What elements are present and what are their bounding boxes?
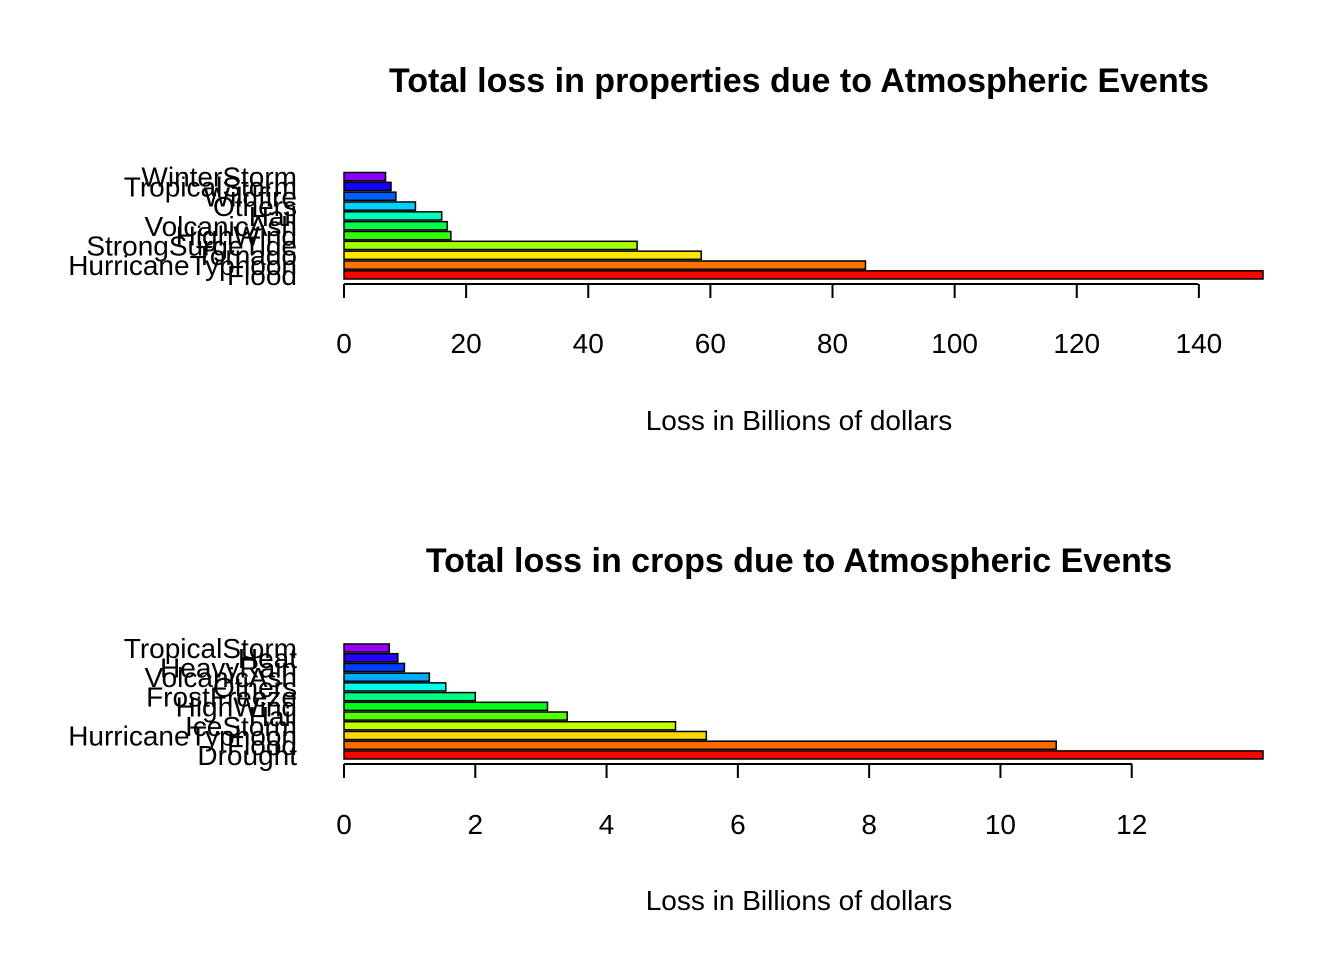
- category-label: TropicalStorm: [124, 171, 297, 202]
- category-label: IceStorm: [185, 711, 297, 742]
- category-label: Tornado: [196, 240, 297, 271]
- category-label: Heat: [238, 643, 297, 674]
- bar-volcanicash: [343, 220, 448, 231]
- category-label: StrongSurgeTide: [86, 230, 297, 261]
- bar-flood: [343, 740, 1057, 751]
- category-label: HurricaneTyphoon: [68, 250, 297, 281]
- bar-heavyrain: [343, 662, 406, 673]
- x-tick-label: 2: [468, 809, 484, 840]
- bar-hail: [343, 711, 568, 721]
- bar-tornado: [343, 250, 702, 261]
- category-label: Others: [213, 672, 297, 703]
- bar-heat: [343, 652, 399, 663]
- x-tick-label: 6: [730, 809, 746, 840]
- x-tick-label: 40: [573, 328, 604, 359]
- category-labels: FloodHurricaneTyphoonTornadoStrongSurgeT…: [68, 162, 297, 291]
- category-label: Drought: [197, 740, 297, 771]
- category-label: Hail: [249, 201, 297, 232]
- category-label: Flood: [227, 730, 297, 761]
- x-axis: 0 2 4 6 8 10 12: [336, 763, 1147, 840]
- x-tick-label: 12: [1116, 809, 1147, 840]
- chart-title: Total loss in properties due to Atmosphe…: [389, 62, 1209, 100]
- bar-tropicalstorm: [343, 643, 391, 653]
- x-tick-label: 0: [336, 809, 352, 840]
- category-label: HighWind: [176, 221, 297, 252]
- crop-loss-chart: Total loss in crops due to Atmospheric E…: [68, 542, 1264, 916]
- x-axis: 0 20 40 60 80 100 120 140: [336, 283, 1223, 359]
- x-tick-label: 10: [985, 809, 1016, 840]
- x-tick-label: 60: [695, 328, 726, 359]
- bar-flood: [343, 270, 1264, 280]
- category-label: HighWind: [176, 691, 297, 722]
- category-label: Hail: [249, 701, 297, 732]
- x-axis-label: Loss in Billions of dollars: [646, 885, 953, 916]
- bar-group: [343, 643, 1264, 760]
- bar-others: [343, 201, 417, 211]
- category-label: VolcanicAsh: [144, 662, 297, 693]
- chart-title: Total loss in crops due to Atmospheric E…: [426, 542, 1172, 580]
- category-label: Flood: [227, 260, 297, 291]
- category-label: HeavyRain: [160, 652, 297, 683]
- bar-winterstorm: [343, 171, 387, 182]
- bar-highwind: [343, 230, 452, 241]
- x-tick-label: 140: [1176, 328, 1223, 359]
- category-label: FrostFreeze: [146, 682, 297, 713]
- category-label: WinterStorm: [141, 162, 297, 193]
- x-tick-label: 20: [451, 328, 482, 359]
- bar-icestorm: [343, 720, 677, 731]
- bar-hail: [343, 211, 443, 221]
- category-label: HurricaneTyphoon: [68, 721, 297, 752]
- bar-highwind: [343, 701, 549, 712]
- bar-tropicalstorm: [343, 181, 392, 192]
- x-tick-label: 8: [861, 809, 877, 840]
- x-axis-label: Loss in Billions of dollars: [646, 405, 953, 436]
- x-tick-label: 0: [336, 328, 352, 359]
- category-label: TropicalStorm: [124, 633, 297, 664]
- category-label: VolcanicAsh: [144, 211, 297, 242]
- property-loss-chart: Total loss in properties due to Atmosphe…: [68, 62, 1264, 436]
- bar-strongsurgetide: [343, 240, 638, 251]
- category-labels: DroughtFloodHurricaneTyphoonIceStormHail…: [68, 633, 297, 771]
- x-tick-label: 80: [817, 328, 848, 359]
- bar-wildfire: [343, 191, 397, 202]
- bar-hurricanetyphoon: [343, 260, 867, 270]
- x-tick-label: 100: [931, 328, 978, 359]
- x-tick-label: 120: [1053, 328, 1100, 359]
- category-label: Wildfire: [204, 181, 297, 212]
- bar-others: [343, 682, 447, 692]
- bar-hurricanetyphoon: [343, 730, 708, 741]
- bar-volcanicash: [343, 672, 431, 682]
- bar-frostfreeze: [343, 691, 477, 702]
- bar-drought: [343, 750, 1264, 760]
- x-tick-label: 4: [599, 809, 615, 840]
- bar-group: [343, 171, 1264, 280]
- category-label: Others: [213, 191, 297, 222]
